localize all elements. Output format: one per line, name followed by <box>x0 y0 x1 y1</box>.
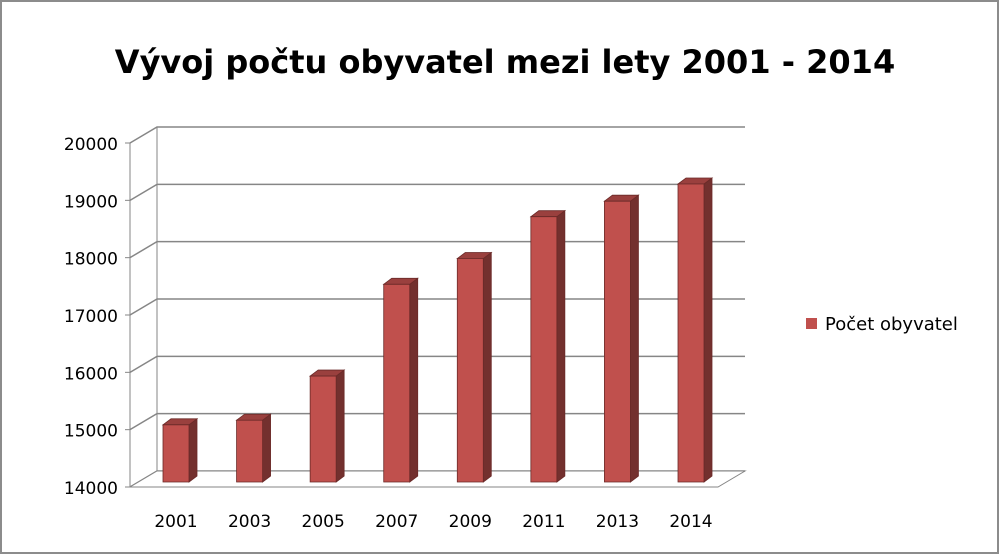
grid-line <box>129 183 745 201</box>
legend-label: Počet obyvatel <box>825 314 958 335</box>
bar <box>382 277 419 483</box>
y-tick-label: 18000 <box>64 250 118 270</box>
bar-front <box>162 424 190 483</box>
y-tick-label: 19000 <box>64 192 118 212</box>
bar <box>676 177 714 483</box>
legend-swatch <box>806 318 817 329</box>
bar <box>603 194 640 483</box>
x-tick-label: 2003 <box>228 512 271 532</box>
bar <box>235 413 272 483</box>
bar-side <box>630 194 639 483</box>
bar-front <box>456 258 484 483</box>
x-tick-label: 2014 <box>669 512 712 532</box>
bar-side <box>482 251 492 483</box>
bar <box>308 369 346 483</box>
bar-front <box>236 419 263 483</box>
bar-side <box>262 413 271 483</box>
bar-front <box>677 183 705 483</box>
bar-front <box>383 283 411 483</box>
bar-side <box>188 417 198 483</box>
bar <box>456 251 493 483</box>
y-tick-label: 17000 <box>64 307 118 327</box>
y-tick-label: 14000 <box>64 479 118 499</box>
floor <box>128 470 747 488</box>
y-tick-label: 20000 <box>64 135 118 155</box>
grid-line <box>129 126 745 144</box>
x-tick-label: 2001 <box>154 512 197 532</box>
bar-side <box>335 369 345 483</box>
chart-title: Vývoj počtu obyvatel mezi lety 2001 - 20… <box>115 43 895 81</box>
x-tick-label: 2011 <box>522 512 565 532</box>
y-tick-label: 16000 <box>64 364 118 384</box>
x-tick-label: 2007 <box>375 512 418 532</box>
bar-front <box>604 200 631 483</box>
bar-side <box>703 177 713 483</box>
bar <box>529 209 567 483</box>
y-tick-label: 15000 <box>64 422 118 442</box>
bar <box>161 417 199 483</box>
x-tick-label: 2009 <box>449 512 492 532</box>
bar-front <box>530 216 558 483</box>
bar-side <box>409 277 419 483</box>
x-tick-label: 2013 <box>596 512 639 532</box>
bar-front <box>309 375 337 483</box>
bar-side <box>556 209 566 483</box>
x-tick-label: 2005 <box>302 512 345 532</box>
